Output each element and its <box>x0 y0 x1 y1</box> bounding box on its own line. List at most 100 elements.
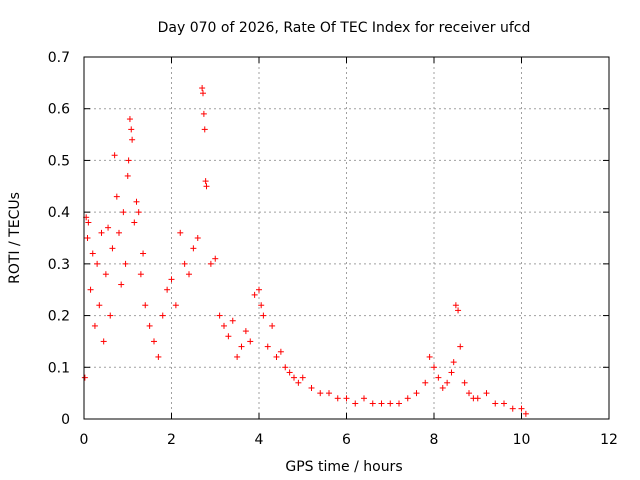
data-point <box>522 410 529 417</box>
data-point <box>203 183 210 190</box>
data-point <box>89 250 96 257</box>
data-point <box>238 343 245 350</box>
data-point <box>142 302 149 309</box>
x-tick-label: 4 <box>255 432 264 448</box>
data-point <box>343 395 350 402</box>
data-point <box>199 85 206 92</box>
data-point <box>129 136 136 143</box>
y-tick-label: 0.5 <box>48 153 70 169</box>
grid-lines <box>84 57 609 419</box>
x-tick-label: 0 <box>80 432 89 448</box>
data-point <box>181 260 188 267</box>
data-point <box>109 245 116 252</box>
data-point <box>431 364 437 371</box>
data-point <box>207 260 214 267</box>
data-point <box>107 312 114 319</box>
data-points <box>81 85 529 417</box>
x-tick-label: 10 <box>513 432 531 448</box>
data-point <box>264 343 271 350</box>
data-point <box>256 286 262 293</box>
data-point <box>200 110 207 117</box>
data-point <box>435 374 442 381</box>
data-point <box>334 395 341 402</box>
data-point <box>352 400 359 407</box>
data-point <box>172 302 179 309</box>
x-tick-label: 2 <box>167 432 176 448</box>
data-point <box>450 359 457 366</box>
data-point <box>277 348 284 355</box>
data-point <box>98 229 105 236</box>
data-point <box>94 260 101 267</box>
x-tick-label: 6 <box>342 432 351 448</box>
y-tick-label: 0.3 <box>48 257 70 273</box>
data-point <box>422 379 429 386</box>
data-point <box>413 390 420 397</box>
data-point <box>200 90 206 97</box>
data-point <box>444 379 451 386</box>
axis-ticks: 0 2 4 6 8 10 12 0 0.1 0.2 0.3 0.4 0.5 0.6 0.7 <box>48 50 618 448</box>
data-point <box>111 152 118 159</box>
data-point <box>387 400 394 407</box>
data-point <box>234 353 241 360</box>
data-point <box>260 312 267 319</box>
plot-frame <box>83 56 610 420</box>
data-point <box>126 116 133 123</box>
data-point <box>369 400 376 407</box>
data-point <box>124 172 131 179</box>
data-point <box>168 276 175 283</box>
x-axis-label: GPS time / hours <box>285 459 402 475</box>
chart-title: Day 070 of 2026, Rate Of TEC Index for r… <box>158 20 531 36</box>
data-point <box>81 374 88 381</box>
data-point <box>426 353 433 360</box>
data-point <box>378 400 385 407</box>
y-tick-label: 0.6 <box>48 102 70 118</box>
data-point <box>102 271 109 278</box>
data-point <box>455 307 462 314</box>
data-point <box>105 224 112 231</box>
data-point <box>137 271 144 278</box>
data-point <box>113 193 120 200</box>
data-point <box>474 395 481 402</box>
data-point <box>396 400 402 407</box>
data-point <box>177 229 184 236</box>
data-point <box>439 384 446 391</box>
data-point <box>131 219 138 226</box>
data-point <box>282 364 289 371</box>
data-point <box>295 379 302 386</box>
y-tick-label: 0.4 <box>48 205 70 221</box>
data-point <box>221 322 227 329</box>
data-point <box>452 302 459 309</box>
data-point <box>133 198 140 205</box>
y-tick-label: 0.1 <box>48 360 70 376</box>
data-point <box>326 390 332 397</box>
data-point <box>128 126 135 133</box>
data-point <box>201 126 208 133</box>
data-point <box>146 322 153 329</box>
data-point <box>186 271 192 278</box>
data-point <box>116 229 122 236</box>
data-point <box>225 333 232 340</box>
data-point <box>91 322 98 329</box>
data-point <box>361 395 367 402</box>
y-axis-label: ROTI / TECUs <box>7 192 23 284</box>
data-point <box>216 312 223 319</box>
data-point <box>457 343 464 350</box>
data-point <box>100 338 107 345</box>
data-point <box>269 322 276 329</box>
data-point <box>299 374 306 381</box>
data-point <box>242 328 249 335</box>
data-point <box>404 395 411 402</box>
data-point <box>118 281 125 288</box>
data-point <box>317 390 324 397</box>
data-point <box>501 400 507 407</box>
data-point <box>120 209 127 216</box>
data-point <box>258 302 265 309</box>
data-point <box>85 219 92 226</box>
data-point <box>84 235 91 241</box>
data-point <box>122 260 129 267</box>
data-point <box>466 390 472 397</box>
data-point <box>247 338 254 345</box>
data-point <box>202 178 209 185</box>
data-point <box>518 405 525 412</box>
